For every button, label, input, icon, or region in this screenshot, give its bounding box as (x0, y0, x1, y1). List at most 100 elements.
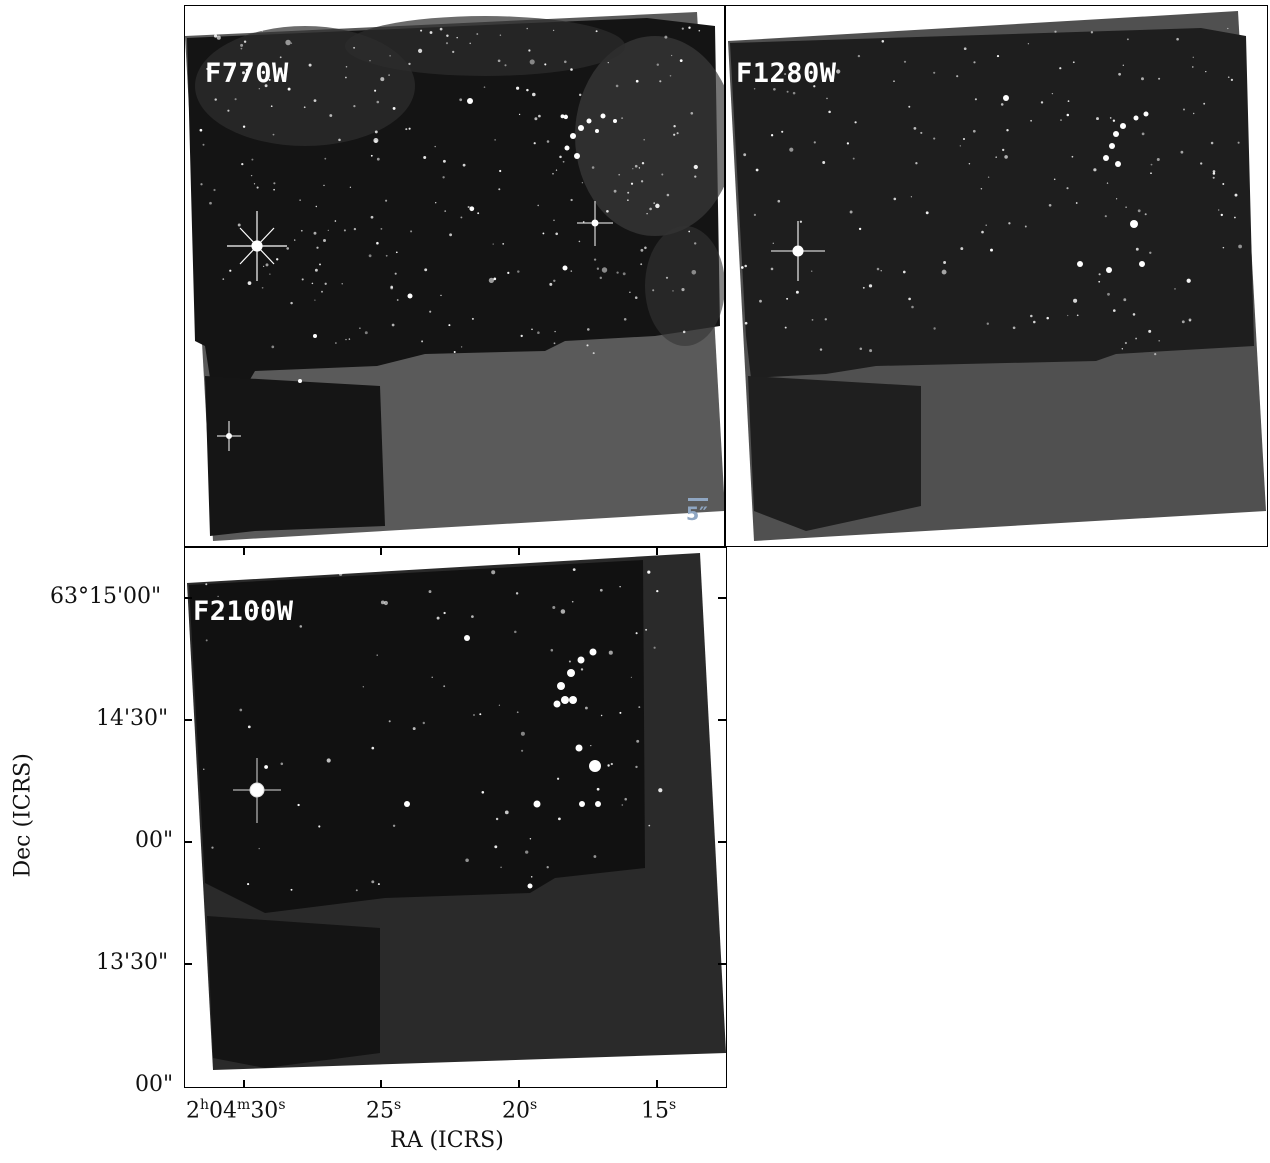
star (608, 650, 613, 655)
star (516, 86, 520, 90)
star (621, 804, 624, 806)
star (1060, 119, 1062, 121)
star (859, 347, 863, 350)
star (759, 299, 762, 303)
star (279, 56, 282, 59)
star (498, 188, 501, 191)
star (467, 205, 470, 209)
star (538, 114, 541, 118)
f1280w-image (726, 6, 1267, 546)
star (380, 77, 385, 82)
star (491, 570, 496, 575)
star (1104, 215, 1107, 218)
star (1121, 348, 1123, 350)
star (599, 276, 603, 280)
bright-source (600, 113, 606, 119)
star (273, 182, 276, 185)
star (380, 600, 385, 605)
star (868, 284, 873, 288)
star (990, 248, 993, 252)
bright-source (589, 760, 601, 772)
star (405, 128, 408, 131)
star (968, 163, 971, 165)
star (392, 106, 396, 110)
star (533, 142, 536, 145)
star (494, 139, 496, 141)
star (621, 117, 624, 120)
star (479, 713, 482, 716)
star (353, 46, 356, 49)
star (434, 145, 436, 148)
f1280w-sky (730, 28, 1254, 378)
star (590, 744, 592, 747)
star (601, 267, 608, 273)
star (319, 263, 321, 266)
star (1227, 27, 1229, 30)
star (348, 338, 351, 340)
star (669, 75, 672, 77)
star (345, 76, 347, 79)
star (789, 147, 794, 152)
star (1192, 66, 1194, 68)
star (679, 59, 683, 63)
star (688, 230, 691, 233)
star (1033, 320, 1036, 324)
star (424, 268, 428, 272)
star (607, 61, 609, 64)
star (443, 611, 446, 615)
star (1150, 172, 1152, 175)
star (673, 133, 676, 136)
star (553, 219, 555, 222)
star (1116, 198, 1118, 200)
star (335, 342, 337, 344)
star (653, 646, 656, 649)
star (593, 258, 597, 261)
star (1180, 150, 1184, 154)
f770w-bright-star (227, 211, 287, 281)
bright-source (577, 656, 585, 664)
star (449, 233, 453, 237)
star (613, 189, 617, 193)
star (980, 188, 983, 190)
star (241, 162, 244, 166)
star (459, 98, 463, 102)
bright-source (1077, 261, 1083, 267)
star (262, 265, 265, 268)
star (462, 163, 466, 167)
star (694, 175, 697, 178)
star (256, 186, 259, 189)
star (264, 765, 268, 769)
star (268, 78, 271, 81)
bright-source (570, 133, 576, 139)
star (521, 749, 524, 752)
x-axis-title: RA (ICRS) (390, 1128, 504, 1153)
star (1073, 298, 1078, 303)
star (770, 134, 774, 137)
star (623, 318, 627, 321)
star (264, 84, 268, 88)
star (199, 128, 203, 132)
star (664, 35, 668, 39)
star (247, 883, 250, 886)
bright-source (1133, 115, 1139, 121)
star (237, 223, 241, 227)
star (431, 676, 433, 678)
star (607, 764, 610, 767)
star (443, 685, 446, 688)
star (673, 125, 676, 128)
star (392, 824, 396, 827)
star (672, 290, 674, 292)
star (920, 131, 923, 134)
star (217, 595, 219, 598)
star (253, 183, 256, 185)
star (822, 161, 826, 164)
star (1212, 170, 1216, 173)
bright-source (562, 265, 568, 271)
star (688, 26, 691, 29)
bright-source (553, 700, 561, 708)
star (473, 714, 475, 716)
star (1218, 209, 1220, 211)
star (1132, 313, 1136, 316)
star (299, 625, 303, 628)
star (552, 606, 556, 609)
